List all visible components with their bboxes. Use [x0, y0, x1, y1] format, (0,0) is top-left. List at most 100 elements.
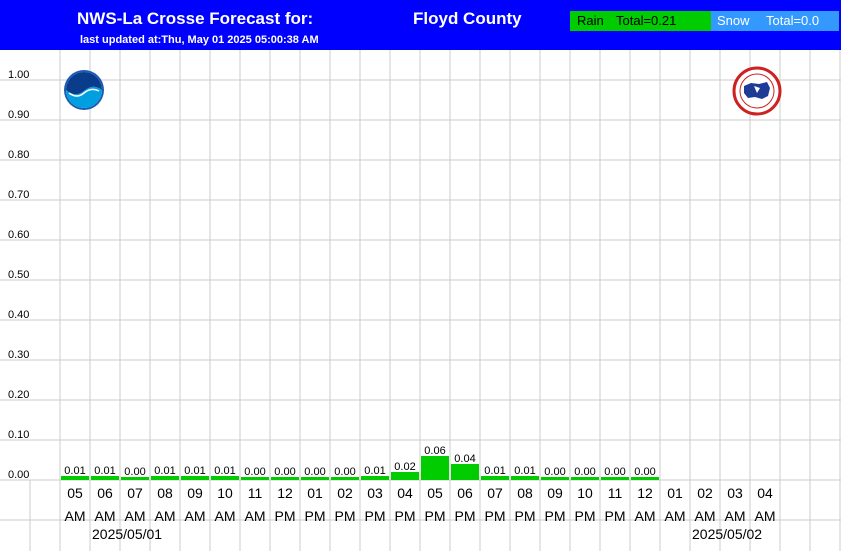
- x-ampm-label: PM: [425, 508, 446, 524]
- x-hour-label: 10: [217, 485, 233, 501]
- y-tick-label: 0.50: [8, 269, 29, 281]
- county-name: Floyd County: [413, 9, 522, 28]
- y-tick-label: 0.40: [8, 309, 29, 321]
- x-hour-label: 09: [547, 485, 563, 501]
- x-hour-label: 08: [517, 485, 533, 501]
- bar-value-label: 0.01: [94, 465, 115, 477]
- y-tick-label: 0.10: [8, 429, 29, 441]
- rain-bar: [181, 476, 209, 480]
- rain-bar: [481, 476, 509, 480]
- x-ampm-label: PM: [515, 508, 536, 524]
- y-tick-label: 0.90: [8, 109, 29, 121]
- rain-bar: [601, 477, 629, 480]
- x-ampm-label: PM: [605, 508, 626, 524]
- y-tick-label: 0.70: [8, 189, 29, 201]
- x-hour-label: 07: [487, 485, 503, 501]
- x-ampm-label: AM: [185, 508, 206, 524]
- x-ampm-label: PM: [305, 508, 326, 524]
- bar-value-label: 0.00: [274, 466, 295, 478]
- bar-value-label: 0.00: [574, 466, 595, 478]
- y-tick-label: 0.00: [8, 469, 29, 481]
- x-hour-label: 01: [667, 485, 683, 501]
- x-hour-label: 05: [67, 485, 83, 501]
- bar-value-label: 0.02: [394, 461, 415, 473]
- rain-bar: [151, 476, 179, 480]
- y-tick-label: 0.60: [8, 229, 29, 241]
- x-hour-label: 02: [697, 485, 713, 501]
- precip-chart: 1.00 0.90 0.80 0.70 0.60 0.50 0.40 0.30 0.20 0.10…: [0, 50, 841, 551]
- bar-value-label: 0.01: [484, 465, 505, 477]
- rain-legend-label: Rain: [577, 13, 604, 28]
- x-date-label: 2025/05/02: [692, 526, 762, 542]
- x-hour-label: 12: [637, 485, 653, 501]
- rain-bar: [421, 456, 449, 480]
- x-ampm-label: AM: [245, 508, 266, 524]
- x-ampm-label: PM: [365, 508, 386, 524]
- bar-value-label: 0.01: [154, 465, 175, 477]
- bar-value-label: 0.00: [124, 466, 145, 478]
- x-ampm-label: AM: [725, 508, 746, 524]
- x-hour-label: 08: [157, 485, 173, 501]
- snow-legend: Snow Total=0.0: [711, 11, 839, 31]
- x-ampm-label: PM: [275, 508, 296, 524]
- x-hour-label: 04: [397, 485, 413, 501]
- x-ampm-label: AM: [125, 508, 146, 524]
- rain-bar: [391, 472, 419, 480]
- x-hour-label: 01: [307, 485, 323, 501]
- rain-total: Total=0.21: [616, 13, 677, 28]
- x-hour-label: 06: [97, 485, 113, 501]
- bar-value-label: 0.01: [184, 465, 205, 477]
- rain-bar: [361, 476, 389, 480]
- x-hour-label: 03: [367, 485, 383, 501]
- bar-value-label: 0.00: [634, 466, 655, 478]
- x-ampm-label: PM: [485, 508, 506, 524]
- x-ampm-label: PM: [545, 508, 566, 524]
- bar-value-label: 0.00: [544, 466, 565, 478]
- x-hour-label: 05: [427, 485, 443, 501]
- bar-value-label: 0.00: [304, 466, 325, 478]
- x-hour-label: 10: [577, 485, 593, 501]
- x-hour-label: 11: [248, 485, 263, 501]
- y-tick-label: 0.80: [8, 149, 29, 161]
- rain-bar: [241, 477, 269, 480]
- x-ampm-label: PM: [575, 508, 596, 524]
- bar-value-label: 0.00: [334, 466, 355, 478]
- snow-legend-label: Snow: [717, 13, 750, 28]
- rain-bar: [271, 477, 299, 480]
- nws-logo: [732, 66, 782, 116]
- y-tick-label: 0.30: [8, 349, 29, 361]
- rain-bar: [121, 477, 149, 480]
- x-ampm-label: AM: [65, 508, 86, 524]
- rain-bar: [631, 477, 659, 480]
- x-ampm-label: AM: [695, 508, 716, 524]
- x-ampm-label: AM: [215, 508, 236, 524]
- last-updated: last updated at:Thu, May 01 2025 05:00:3…: [80, 34, 319, 46]
- forecast-title: NWS-La Crosse Forecast for:: [77, 9, 314, 28]
- snow-total: Total=0.0: [766, 13, 820, 28]
- x-hour-label: 02: [337, 485, 353, 501]
- x-ampm-label: PM: [395, 508, 416, 524]
- x-ampm-label: PM: [335, 508, 356, 524]
- rain-bar: [331, 477, 359, 480]
- x-ampm-label: AM: [155, 508, 176, 524]
- bar-value-label: 0.01: [514, 465, 535, 477]
- x-hour-label: 06: [457, 485, 473, 501]
- x-hour-label: 07: [127, 485, 143, 501]
- bar-value-label: 0.00: [604, 466, 625, 478]
- rain-bar: [571, 477, 599, 480]
- x-hour-label: 03: [727, 485, 743, 501]
- bar-value-label: 0.06: [424, 445, 445, 457]
- x-hour-label: 09: [187, 485, 203, 501]
- rain-bar: [541, 477, 569, 480]
- rain-bar: [451, 464, 479, 480]
- noaa-logo: [64, 70, 104, 110]
- rain-bar: [211, 476, 239, 480]
- rain-bar: [511, 476, 539, 480]
- x-ampm-label: AM: [635, 508, 656, 524]
- rain-legend: Rain Total=0.21: [570, 11, 711, 31]
- rain-bar: [301, 477, 329, 480]
- y-tick-label: 0.20: [8, 389, 29, 401]
- forecast-header: NWS-La Crosse Forecast for: Floyd County…: [0, 0, 841, 50]
- x-ampm-label: PM: [455, 508, 476, 524]
- bar-value-label: 0.04: [454, 453, 475, 465]
